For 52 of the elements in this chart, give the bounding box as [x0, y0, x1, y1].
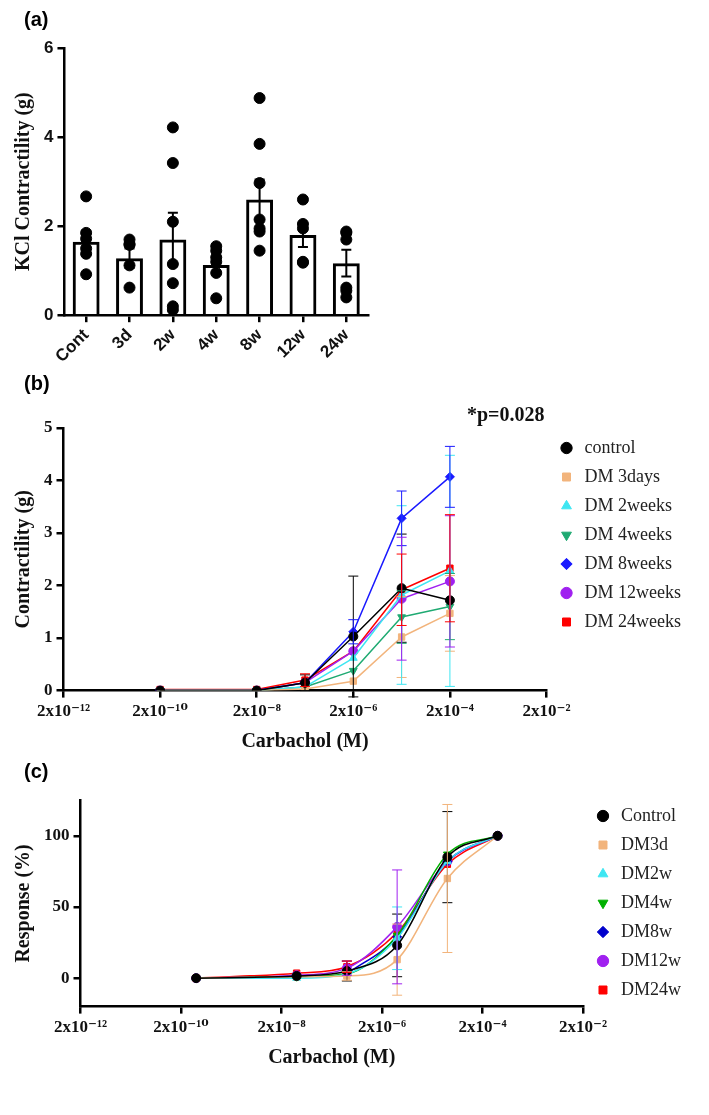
x-tick-label: 3d [108, 325, 136, 353]
x-tick-label: 2x10⁻⁸ [257, 1017, 306, 1037]
legend-label: control [584, 436, 636, 457]
y-tick-label: 50 [52, 896, 70, 916]
legend-label: DM 4weeks [584, 523, 673, 544]
legend-label: DM 24weeks [584, 610, 682, 631]
x-tick-label: 2x10⁻² [558, 1017, 608, 1037]
y-tick-label: 2 [44, 574, 53, 594]
y-tick-label: 1 [44, 627, 53, 647]
x-axis-title: Carbachol (M) [268, 1045, 396, 1069]
x-tick-label: 2x10⁻¹⁰ [153, 1017, 209, 1037]
y-tick-label: 0 [44, 679, 53, 699]
x-tick-label: 2x10⁻⁸ [232, 701, 281, 721]
legend-label: DM2w [621, 862, 673, 883]
y-tick-label: 0 [61, 967, 70, 987]
legend-label: DM24w [621, 978, 682, 999]
legend-label: DM8w [621, 920, 673, 941]
x-tick-label: 2x10⁻¹⁰ [132, 701, 188, 721]
y-tick-label: 2 [43, 215, 54, 235]
legend-label: DM 8weeks [584, 552, 673, 573]
legend-label: DM 3days [584, 465, 661, 486]
y-axis-title: KCl Contractility (g) [11, 92, 35, 272]
legend-label: DM 12weeks [584, 581, 682, 602]
chart-title: (a) [24, 8, 50, 32]
y-tick-label: 0 [43, 304, 54, 324]
x-tick-label: 2x10⁻⁴ [458, 1017, 507, 1037]
x-tick-label: 2w [149, 324, 180, 355]
x-tick-label: 4w [192, 324, 223, 355]
y-tick-label: 100 [44, 825, 70, 845]
y-tick-label: 4 [43, 126, 54, 146]
text: *p=0.028 [466, 403, 545, 427]
chart-title: (c) [24, 760, 50, 784]
y-tick-label: 5 [44, 417, 53, 437]
x-tick-label: 2x10⁻⁶ [357, 1017, 407, 1037]
y-axis-title: Response (%) [11, 844, 35, 963]
x-tick-label: 8w [236, 324, 267, 355]
legend-label: Control [621, 804, 677, 825]
x-axis-title: Carbachol (M) [241, 729, 369, 753]
x-tick-label: 2x10⁻¹² [53, 1017, 108, 1037]
x-tick-label: 2x10⁻⁴ [425, 701, 474, 721]
legend-label: DM 2weeks [584, 494, 673, 515]
y-tick-label: 4 [44, 469, 53, 489]
legend-label: DM12w [621, 949, 682, 970]
chart-title: (b) [24, 372, 51, 396]
y-tick-label: 6 [43, 37, 54, 57]
y-axis-title: Contractility (g) [11, 490, 35, 629]
y-tick-label: 3 [44, 522, 53, 542]
x-tick-label: 2x10⁻⁶ [329, 701, 378, 721]
x-tick-label: 2x10⁻¹² [36, 701, 91, 721]
legend-label: DM3d [621, 833, 669, 854]
x-tick-label: 2x10⁻² [522, 701, 571, 721]
legend-label: DM4w [621, 891, 673, 912]
